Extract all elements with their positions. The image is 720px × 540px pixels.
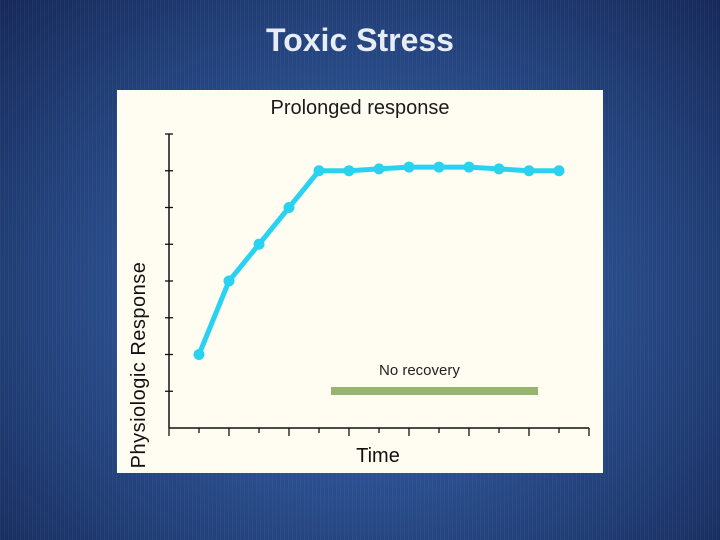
slide-title: Toxic Stress: [266, 22, 454, 58]
x-axis-label: Time: [356, 445, 400, 467]
series-layer: [193, 161, 565, 360]
series-line: [196, 164, 562, 357]
data-point: [463, 161, 475, 173]
data-point: [253, 238, 265, 250]
data-point: [493, 163, 505, 175]
no-recovery-label: No recovery: [379, 362, 460, 379]
data-point: [223, 275, 235, 287]
axes: [165, 133, 590, 436]
data-point: [523, 165, 535, 177]
chart-panel: Prolonged response Physiologic Response …: [117, 90, 603, 473]
data-point: [433, 161, 445, 173]
data-point: [343, 165, 355, 177]
no-recovery-bar: [331, 387, 538, 395]
data-point: [403, 161, 415, 173]
chart-title: Prolonged response: [270, 97, 450, 119]
data-point: [553, 165, 565, 177]
data-point: [373, 163, 385, 175]
annotation-layer: [331, 387, 538, 395]
chart-plot: [165, 133, 590, 436]
data-point: [283, 202, 295, 213]
data-point: [313, 165, 325, 177]
data-point: [193, 349, 205, 360]
